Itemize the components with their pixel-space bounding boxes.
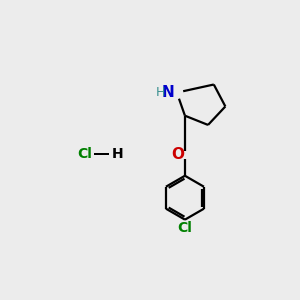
Text: Cl: Cl: [178, 221, 192, 236]
Text: H: H: [155, 86, 165, 99]
Text: H: H: [112, 147, 123, 161]
Text: N: N: [162, 85, 174, 100]
Text: Cl: Cl: [78, 147, 92, 161]
Text: O: O: [171, 148, 184, 163]
